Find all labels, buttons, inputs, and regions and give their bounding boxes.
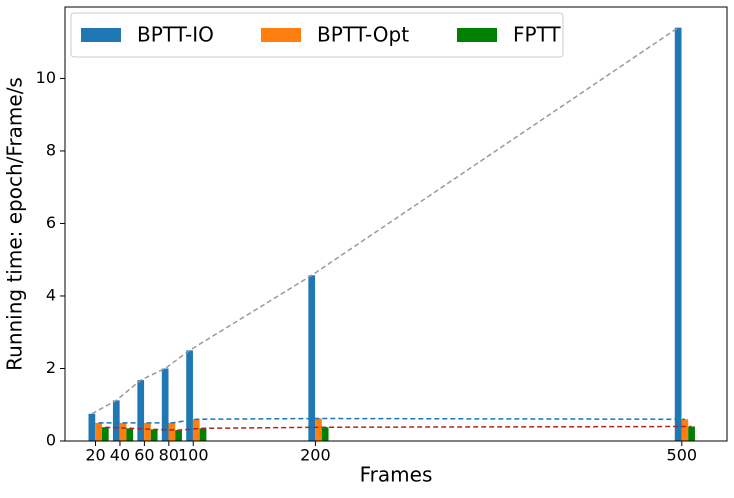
bar	[112, 400, 120, 441]
x-tick-label: 40	[110, 446, 130, 465]
trend-line	[91, 27, 679, 415]
x-axis-label: Frames	[360, 463, 433, 487]
y-axis-label: Running time: epoch/Frame/s	[3, 77, 27, 371]
y-tick-label: 8	[46, 140, 56, 159]
legend-label: FPTT	[513, 23, 561, 47]
y-tick-label: 2	[46, 358, 56, 377]
bar	[119, 422, 127, 441]
bar	[674, 27, 682, 442]
legend-label: BPTT-IO	[137, 23, 214, 47]
bar	[161, 368, 169, 441]
x-tick-label: 100	[178, 446, 209, 465]
y-tick-label: 6	[46, 213, 56, 232]
legend-swatch	[457, 28, 497, 42]
bar	[144, 422, 151, 441]
bar	[192, 419, 200, 441]
bar	[186, 350, 193, 441]
y-tick-label: 4	[46, 285, 56, 304]
trend-line	[98, 417, 685, 424]
legend-swatch	[261, 28, 301, 42]
bar	[126, 428, 134, 441]
x-tick-label: 20	[85, 446, 105, 465]
bar	[150, 429, 158, 441]
bar	[688, 426, 695, 441]
bar	[315, 418, 322, 441]
trend-line	[105, 425, 692, 431]
bar	[199, 428, 207, 441]
legend-swatch	[81, 28, 121, 42]
y-tick-label: 10	[36, 68, 56, 87]
bar	[88, 413, 96, 441]
bar	[681, 419, 689, 441]
bar	[175, 430, 182, 441]
bar	[308, 275, 316, 441]
bar	[168, 422, 176, 441]
x-tick-label: 80	[159, 446, 179, 465]
bar	[137, 380, 145, 441]
y-tick-label: 0	[46, 431, 56, 450]
plot-frame	[64, 6, 728, 442]
bar	[321, 427, 329, 441]
bar	[101, 427, 109, 441]
legend-label: BPTT-Opt	[317, 23, 409, 47]
bar	[95, 422, 102, 441]
legend-box	[70, 12, 564, 58]
x-tick-label: 200	[300, 446, 331, 465]
x-tick-label: 500	[667, 446, 698, 465]
x-tick-label: 60	[134, 446, 154, 465]
